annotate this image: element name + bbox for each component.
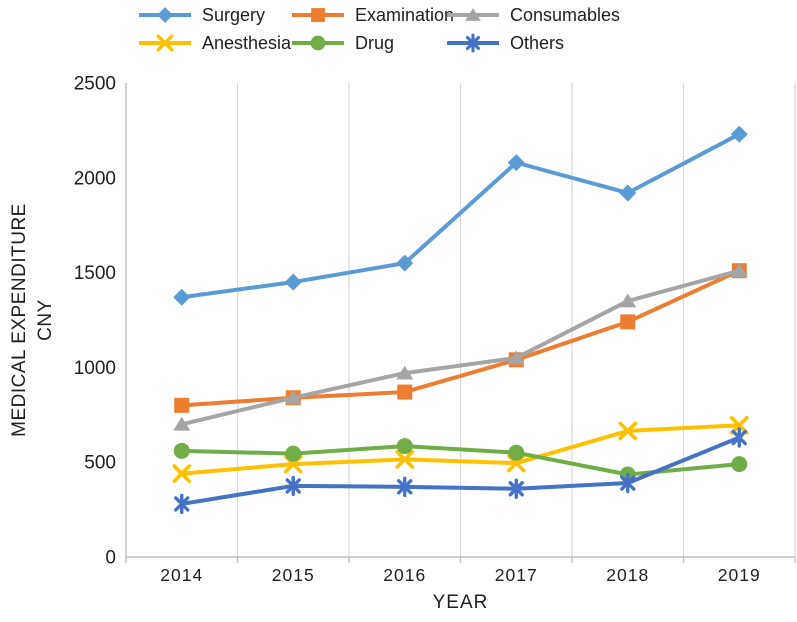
- x-tick-label: 2017: [495, 565, 538, 585]
- consumables-triangle-icon: [445, 3, 501, 27]
- x-tick-label: 2015: [272, 565, 315, 585]
- circle-marker: [396, 438, 413, 455]
- examination-square-icon: [290, 3, 346, 27]
- series-line-surgery: [181, 132, 741, 300]
- asterisk-marker: [731, 427, 747, 448]
- asterisk-marker: [397, 476, 413, 498]
- series-surgery: [173, 125, 748, 306]
- legend-sample-svg: [292, 35, 344, 51]
- drug-circle-icon: [290, 31, 346, 55]
- legend-label-anesthesia: Anesthesia: [202, 32, 292, 53]
- surgery-diamond-icon: [137, 3, 193, 27]
- y-tick-label: 500: [84, 453, 116, 474]
- diamond-marker: [507, 154, 525, 172]
- x-marker: [618, 421, 638, 441]
- series-line-drug: [181, 444, 740, 477]
- legend-item-examination: Examination: [290, 3, 454, 27]
- legend-sample-svg: [139, 7, 191, 23]
- legend-sample-svg: [447, 8, 499, 21]
- diamond-marker: [396, 254, 414, 272]
- y-tick-label: 2000: [74, 168, 116, 189]
- series-line-anesthesia: [181, 423, 740, 476]
- x-tick-label: 2016: [383, 565, 426, 585]
- y-tick-label: 2500: [74, 74, 116, 95]
- legend-label-examination: Examination: [355, 4, 455, 25]
- legend-item-drug: Drug: [290, 31, 394, 55]
- square-marker: [397, 384, 413, 400]
- diamond-marker: [730, 125, 748, 143]
- legend-label-drug: Drug: [355, 32, 395, 53]
- anesthesia-x-icon: [137, 31, 193, 55]
- circle-marker: [285, 445, 302, 462]
- diamond-marker: [157, 7, 173, 23]
- series-line-others: [181, 435, 741, 506]
- asterisk-marker: [465, 33, 481, 53]
- triangle-marker: [730, 263, 748, 278]
- series-others: [174, 427, 747, 515]
- diamond-marker: [173, 288, 191, 306]
- legend-item-consumables: Consumables: [445, 3, 620, 27]
- x-tick-label: 2018: [606, 565, 649, 585]
- others-asterisk-icon: [445, 31, 501, 55]
- legend-item-others: Others: [445, 31, 564, 55]
- series-line-consumables: [181, 268, 740, 427]
- circle-marker: [508, 444, 525, 461]
- square-marker: [311, 8, 325, 22]
- asterisk-marker: [174, 493, 190, 515]
- diamond-marker: [619, 184, 637, 202]
- circle-marker: [173, 442, 190, 459]
- square-marker: [620, 314, 636, 330]
- x-tick-label: 2014: [160, 565, 203, 585]
- legend-item-surgery: Surgery: [137, 3, 265, 27]
- diamond-marker: [284, 273, 302, 291]
- x-tick-label: 2019: [718, 565, 761, 585]
- triangle-marker: [173, 416, 191, 431]
- triangle-marker: [284, 390, 302, 405]
- triangle-marker: [507, 350, 525, 365]
- x-axis-title: YEAR: [432, 592, 489, 613]
- asterisk-marker: [620, 472, 636, 494]
- y-tick-label: 1000: [74, 358, 116, 379]
- triangle-marker: [465, 8, 481, 21]
- legend-label-surgery: Surgery: [202, 4, 266, 25]
- series-line-examination: [181, 268, 741, 408]
- x-marker: [172, 464, 192, 483]
- legend-label-consumables: Consumables: [510, 4, 621, 25]
- x-marker: [395, 450, 415, 469]
- x-marker: [156, 34, 174, 52]
- circle-marker: [731, 456, 748, 473]
- legend-item-anesthesia: Anesthesia: [137, 31, 291, 55]
- legend-sample-svg: [447, 33, 499, 53]
- y-tick-label: 1500: [74, 263, 116, 284]
- y-tick-label: 0: [105, 548, 116, 569]
- asterisk-marker: [285, 475, 301, 497]
- triangle-marker: [619, 293, 637, 308]
- circle-marker: [310, 35, 326, 51]
- legend-label-others: Others: [510, 32, 565, 53]
- asterisk-marker: [508, 478, 524, 499]
- legend-sample-svg: [139, 34, 191, 52]
- triangle-marker: [396, 365, 414, 380]
- series-consumables: [173, 263, 748, 431]
- legend-sample-svg: [292, 8, 344, 22]
- square-marker: [174, 397, 190, 413]
